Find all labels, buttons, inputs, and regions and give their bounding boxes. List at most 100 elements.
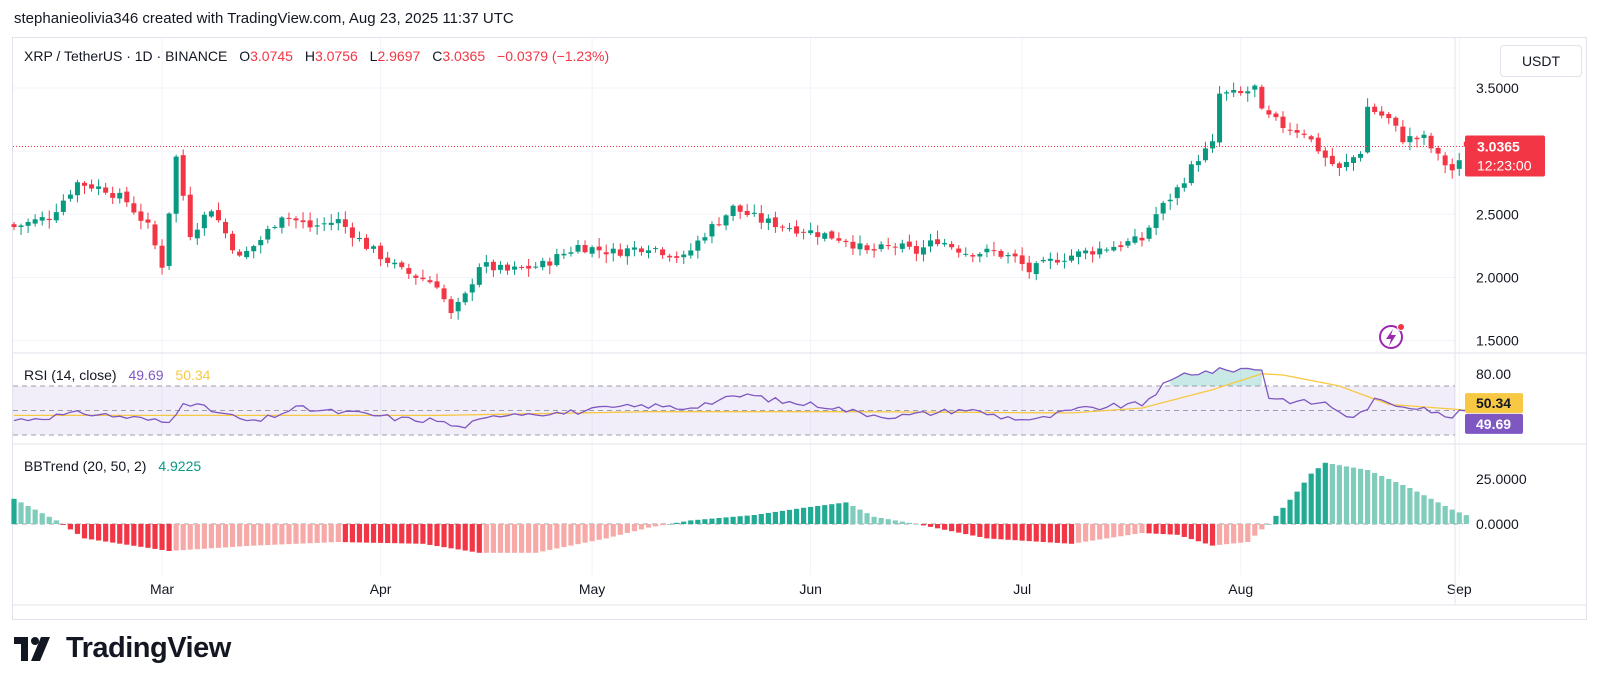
candle-body — [1386, 113, 1392, 119]
candle-body — [314, 225, 320, 227]
candle-body — [103, 187, 109, 193]
candle-body — [998, 250, 1004, 257]
candle-body — [1407, 136, 1413, 143]
bbtrend-bar — [378, 524, 384, 543]
bbtrend-bar — [533, 524, 539, 553]
candle-body — [117, 192, 123, 199]
candle-body — [1358, 153, 1364, 158]
bbtrend-bar — [624, 524, 630, 533]
bbtrend-bar — [39, 513, 45, 524]
candle-body — [138, 211, 144, 221]
candle-body — [709, 224, 715, 237]
bbtrend-bar — [934, 524, 941, 529]
bbtrend-bar — [631, 524, 637, 532]
bbtrend-bar — [201, 524, 207, 549]
candle-body — [1322, 150, 1328, 158]
bbtrend-bar — [716, 518, 722, 524]
bbtrend-bar — [307, 524, 313, 544]
candle-body — [899, 243, 905, 249]
candle-body — [1400, 126, 1406, 143]
candle-body — [1456, 160, 1462, 169]
candle-body — [1308, 136, 1314, 140]
candle-body — [1343, 161, 1349, 168]
candle-body — [1132, 236, 1138, 243]
candle-body — [913, 245, 919, 254]
candle-body — [871, 249, 877, 251]
bbtrend-bar — [103, 524, 109, 542]
bbtrend-bar — [956, 524, 962, 533]
candle-body — [674, 256, 680, 258]
candle-body — [89, 184, 95, 189]
candle-body — [1351, 157, 1356, 164]
candle-body — [772, 217, 778, 228]
bbtrend-bar — [829, 504, 835, 524]
candle-body — [321, 223, 327, 225]
bbtrend-bar — [272, 524, 278, 545]
bbtrend-value: 4.9225 — [158, 458, 202, 474]
candle-body — [215, 210, 221, 221]
candle-body — [794, 226, 800, 234]
bbtrend-bar — [152, 524, 158, 549]
x-tick-label: Jun — [799, 581, 822, 597]
bbtrend-bar — [385, 524, 391, 544]
candle-body — [702, 237, 708, 241]
candle-body — [843, 240, 849, 243]
candle-body — [1146, 227, 1152, 239]
candle-body — [251, 246, 257, 252]
bbtrend-bar — [511, 524, 518, 553]
tradingview-logo[interactable]: TradingView — [14, 632, 231, 665]
candle-body — [441, 288, 447, 300]
bbtrend-bar — [1273, 515, 1279, 524]
bbtrend-bar — [215, 524, 222, 548]
rsi-ma-badge — [1465, 393, 1523, 414]
candle-body — [1181, 183, 1187, 188]
candle-body — [1167, 199, 1173, 202]
candle-body — [787, 228, 792, 230]
open-label: O — [239, 48, 251, 64]
bbtrend-bar — [504, 524, 511, 553]
bbtrend-bar — [793, 508, 800, 524]
bbtrend-bar — [1104, 524, 1110, 539]
rsi-ma-badge-label: 50.34 — [1476, 395, 1511, 411]
bbtrend-bar — [1075, 524, 1082, 543]
bbtrend-bar — [244, 524, 250, 547]
candle-body — [1202, 148, 1208, 161]
candle-body — [307, 220, 313, 228]
candle-body — [617, 249, 623, 256]
bbtrend-bar — [74, 524, 81, 534]
brand-name: TradingView — [66, 632, 231, 664]
y-tick-label: 2.0000 — [1476, 269, 1519, 285]
bbtrend-bar — [88, 524, 95, 540]
bbtrend-bar — [363, 524, 370, 543]
bbtrend-bar — [258, 524, 264, 546]
bbtrend-bar — [977, 524, 983, 537]
rsi-tick-label: 80.00 — [1476, 366, 1511, 382]
open-value: 3.0745 — [250, 48, 293, 64]
candle-body — [547, 261, 553, 266]
candle-body — [1231, 90, 1237, 93]
candle-body — [335, 219, 341, 224]
bbtrend-title[interactable]: BBTrend (20, 50, 2) — [24, 458, 147, 474]
candle-body — [378, 245, 384, 260]
symbol-title[interactable]: XRP / TetherUS · 1D · BINANCE — [24, 48, 228, 64]
bbtrend-bar — [1019, 524, 1025, 541]
candle-body — [956, 248, 962, 253]
rsi-title[interactable]: RSI (14, close) — [24, 367, 117, 383]
bbtrend-bar — [730, 516, 736, 524]
candle-body — [1315, 137, 1321, 152]
bbtrend-bar — [166, 524, 172, 551]
bbtrend-bar — [1245, 524, 1251, 542]
candle-body — [434, 281, 440, 288]
bbtrend-bar — [667, 524, 673, 525]
rsi-ma-value: 50.34 — [175, 367, 211, 383]
y-tick-label: 2.5000 — [1476, 206, 1519, 222]
bbtrend-bar — [1097, 524, 1103, 540]
currency-button[interactable]: USDT — [1500, 45, 1582, 77]
rsi-ma-line — [14, 373, 1467, 417]
candle-body — [39, 217, 45, 221]
candle-body — [1005, 255, 1011, 257]
bbtrend-bar — [540, 524, 546, 552]
bbtrend-bar — [1442, 506, 1448, 524]
bbtrend-bar — [871, 516, 877, 524]
